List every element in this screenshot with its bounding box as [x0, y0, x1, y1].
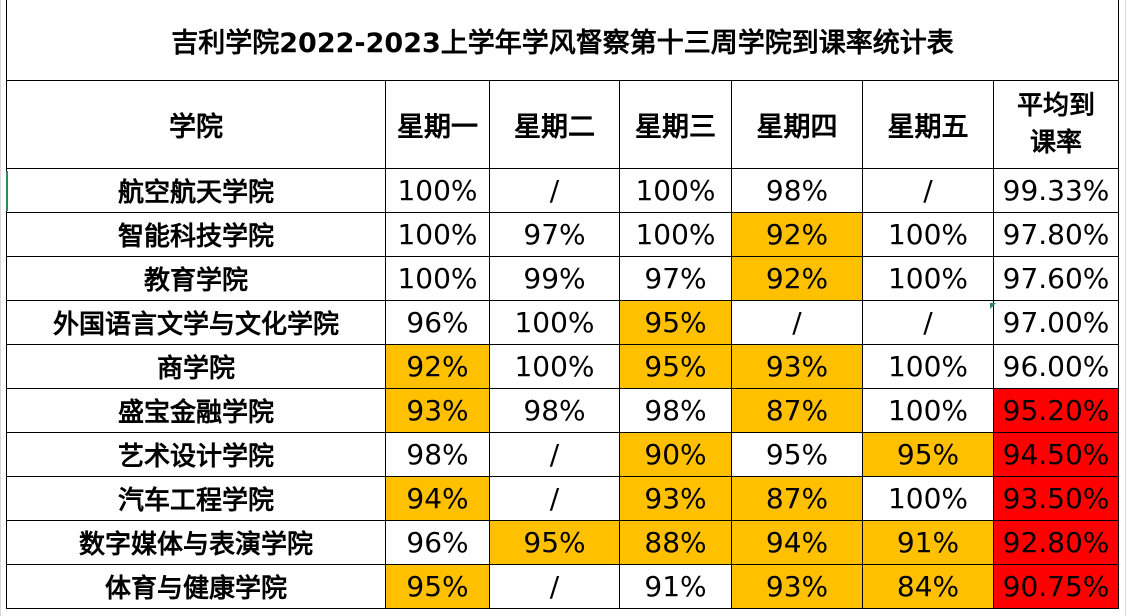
wednesday-cell[interactable]: 100%: [619, 212, 732, 257]
monday-cell[interactable]: 100%: [385, 256, 490, 301]
header-average-line2: 课率: [1030, 127, 1083, 158]
table-row: 体育与健康学院 95% / 91% 93% 84% 90.75%: [6, 564, 1120, 609]
tuesday-cell[interactable]: 100%: [489, 344, 620, 389]
friday-cell[interactable]: /: [862, 300, 994, 345]
tuesday-cell[interactable]: /: [489, 564, 620, 609]
monday-cell[interactable]: 92%: [385, 344, 490, 389]
tuesday-cell[interactable]: 98%: [489, 388, 620, 433]
tuesday-cell[interactable]: 95%: [489, 520, 620, 565]
table-row: 外国语言文学与文化学院 96% 100% 95% / / 97.00%: [6, 300, 1120, 345]
table-row: 航空航天学院 100% / 100% 98% / 99.33%: [6, 168, 1120, 213]
header-average-line1: 平均到: [1017, 90, 1096, 121]
grid-line: [0, 0, 1, 616]
header-average[interactable]: 平均到 课率: [992, 80, 1120, 169]
wednesday-cell[interactable]: 93%: [619, 476, 732, 521]
thursday-cell[interactable]: /: [731, 300, 863, 345]
tuesday-cell[interactable]: /: [489, 476, 620, 521]
friday-cell[interactable]: /: [862, 168, 994, 213]
header-tuesday[interactable]: 星期二: [489, 80, 620, 169]
header-row: 学院 星期一 星期二 星期三 星期四 星期五 平均到课率: [6, 80, 1120, 169]
thursday-cell[interactable]: 93%: [731, 564, 863, 609]
average-cell[interactable]: 93.50%: [992, 476, 1120, 521]
table-row: 盛宝金融学院 93% 98% 98% 87% 100% 95.20%: [6, 388, 1120, 433]
monday-cell[interactable]: 98%: [385, 432, 490, 477]
friday-cell[interactable]: 100%: [862, 212, 994, 257]
college-name-cell[interactable]: 智能科技学院: [6, 212, 386, 257]
header-monday[interactable]: 星期一: [385, 80, 490, 169]
thursday-cell[interactable]: 92%: [731, 212, 863, 257]
thursday-cell[interactable]: 87%: [731, 476, 863, 521]
friday-cell[interactable]: 91%: [862, 520, 994, 565]
tuesday-cell[interactable]: 99%: [489, 256, 620, 301]
average-cell[interactable]: 97.80%: [992, 212, 1120, 257]
average-cell[interactable]: 96.00%: [992, 344, 1120, 389]
tuesday-cell[interactable]: 100%: [489, 300, 620, 345]
friday-cell[interactable]: 100%: [862, 388, 994, 433]
college-name-cell[interactable]: 外国语言文学与文化学院: [6, 300, 386, 345]
average-cell[interactable]: 97.60%: [992, 256, 1120, 301]
thursday-cell[interactable]: 87%: [731, 388, 863, 433]
thursday-cell[interactable]: 98%: [731, 168, 863, 213]
wednesday-cell[interactable]: 100%: [619, 168, 732, 213]
title-row: 吉利学院2022-2023上学年学风督察第十三周学院到课率统计表: [5, 0, 1120, 81]
thursday-cell[interactable]: 95%: [731, 432, 863, 477]
wednesday-cell[interactable]: 95%: [619, 344, 732, 389]
average-cell[interactable]: 95.20%: [992, 388, 1120, 433]
average-cell[interactable]: 99.33%: [992, 168, 1120, 213]
monday-cell[interactable]: 93%: [385, 388, 490, 433]
table-row: 汽车工程学院 94% / 93% 87% 100% 93.50%: [6, 476, 1120, 521]
friday-cell[interactable]: 100%: [862, 256, 994, 301]
header-friday[interactable]: 星期五: [862, 80, 994, 169]
average-cell[interactable]: 97.00%: [992, 300, 1120, 345]
thursday-cell[interactable]: 94%: [731, 520, 863, 565]
grid-line: [1125, 0, 1126, 616]
monday-cell[interactable]: 96%: [385, 300, 490, 345]
table-row: 教育学院 100% 99% 97% 92% 100% 97.60%: [6, 256, 1120, 301]
friday-cell[interactable]: 100%: [862, 476, 994, 521]
monday-cell[interactable]: 95%: [385, 564, 490, 609]
tuesday-cell[interactable]: /: [489, 432, 620, 477]
attendance-table: 吉利学院2022-2023上学年学风督察第十三周学院到课率统计表 学院 星期一 …: [5, 0, 1120, 609]
table-row: 智能科技学院 100% 97% 100% 92% 100% 97.80%: [6, 212, 1120, 257]
tuesday-cell[interactable]: /: [489, 168, 620, 213]
tuesday-cell[interactable]: 97%: [489, 212, 620, 257]
table-title[interactable]: 吉利学院2022-2023上学年学风督察第十三周学院到课率统计表: [5, 0, 1120, 81]
college-name-cell[interactable]: 汽车工程学院: [6, 476, 386, 521]
monday-cell[interactable]: 100%: [385, 212, 490, 257]
monday-cell[interactable]: 100%: [385, 168, 490, 213]
header-thursday[interactable]: 星期四: [731, 80, 863, 169]
table-row: 商学院 92% 100% 95% 93% 100% 96.00%: [6, 344, 1120, 389]
cell-selection-marker: [6, 171, 8, 211]
monday-cell[interactable]: 96%: [385, 520, 490, 565]
header-college[interactable]: 学院: [6, 80, 386, 169]
college-name-cell[interactable]: 教育学院: [6, 256, 386, 301]
average-cell[interactable]: 94.50%: [992, 432, 1120, 477]
thursday-cell[interactable]: 93%: [731, 344, 863, 389]
college-name-cell[interactable]: 艺术设计学院: [6, 432, 386, 477]
table-row: 艺术设计学院 98% / 90% 95% 95% 94.50%: [6, 432, 1120, 477]
college-name-cell[interactable]: 航空航天学院: [6, 168, 386, 213]
cell-comment-indicator: [990, 303, 996, 309]
monday-cell[interactable]: 94%: [385, 476, 490, 521]
wednesday-cell[interactable]: 91%: [619, 564, 732, 609]
wednesday-cell[interactable]: 97%: [619, 256, 732, 301]
college-name-cell[interactable]: 盛宝金融学院: [6, 388, 386, 433]
wednesday-cell[interactable]: 95%: [619, 300, 732, 345]
wednesday-cell[interactable]: 88%: [619, 520, 732, 565]
table-row: 数字媒体与表演学院 96% 95% 88% 94% 91% 92.80%: [6, 520, 1120, 565]
wednesday-cell[interactable]: 90%: [619, 432, 732, 477]
friday-cell[interactable]: 95%: [862, 432, 994, 477]
wednesday-cell[interactable]: 98%: [619, 388, 732, 433]
average-cell[interactable]: 90.75%: [992, 564, 1120, 609]
friday-cell[interactable]: 100%: [862, 344, 994, 389]
college-name-cell[interactable]: 数字媒体与表演学院: [6, 520, 386, 565]
college-name-cell[interactable]: 商学院: [6, 344, 386, 389]
average-cell[interactable]: 92.80%: [992, 520, 1120, 565]
header-wednesday[interactable]: 星期三: [619, 80, 732, 169]
thursday-cell[interactable]: 92%: [731, 256, 863, 301]
college-name-cell[interactable]: 体育与健康学院: [6, 564, 386, 609]
friday-cell[interactable]: 84%: [862, 564, 994, 609]
